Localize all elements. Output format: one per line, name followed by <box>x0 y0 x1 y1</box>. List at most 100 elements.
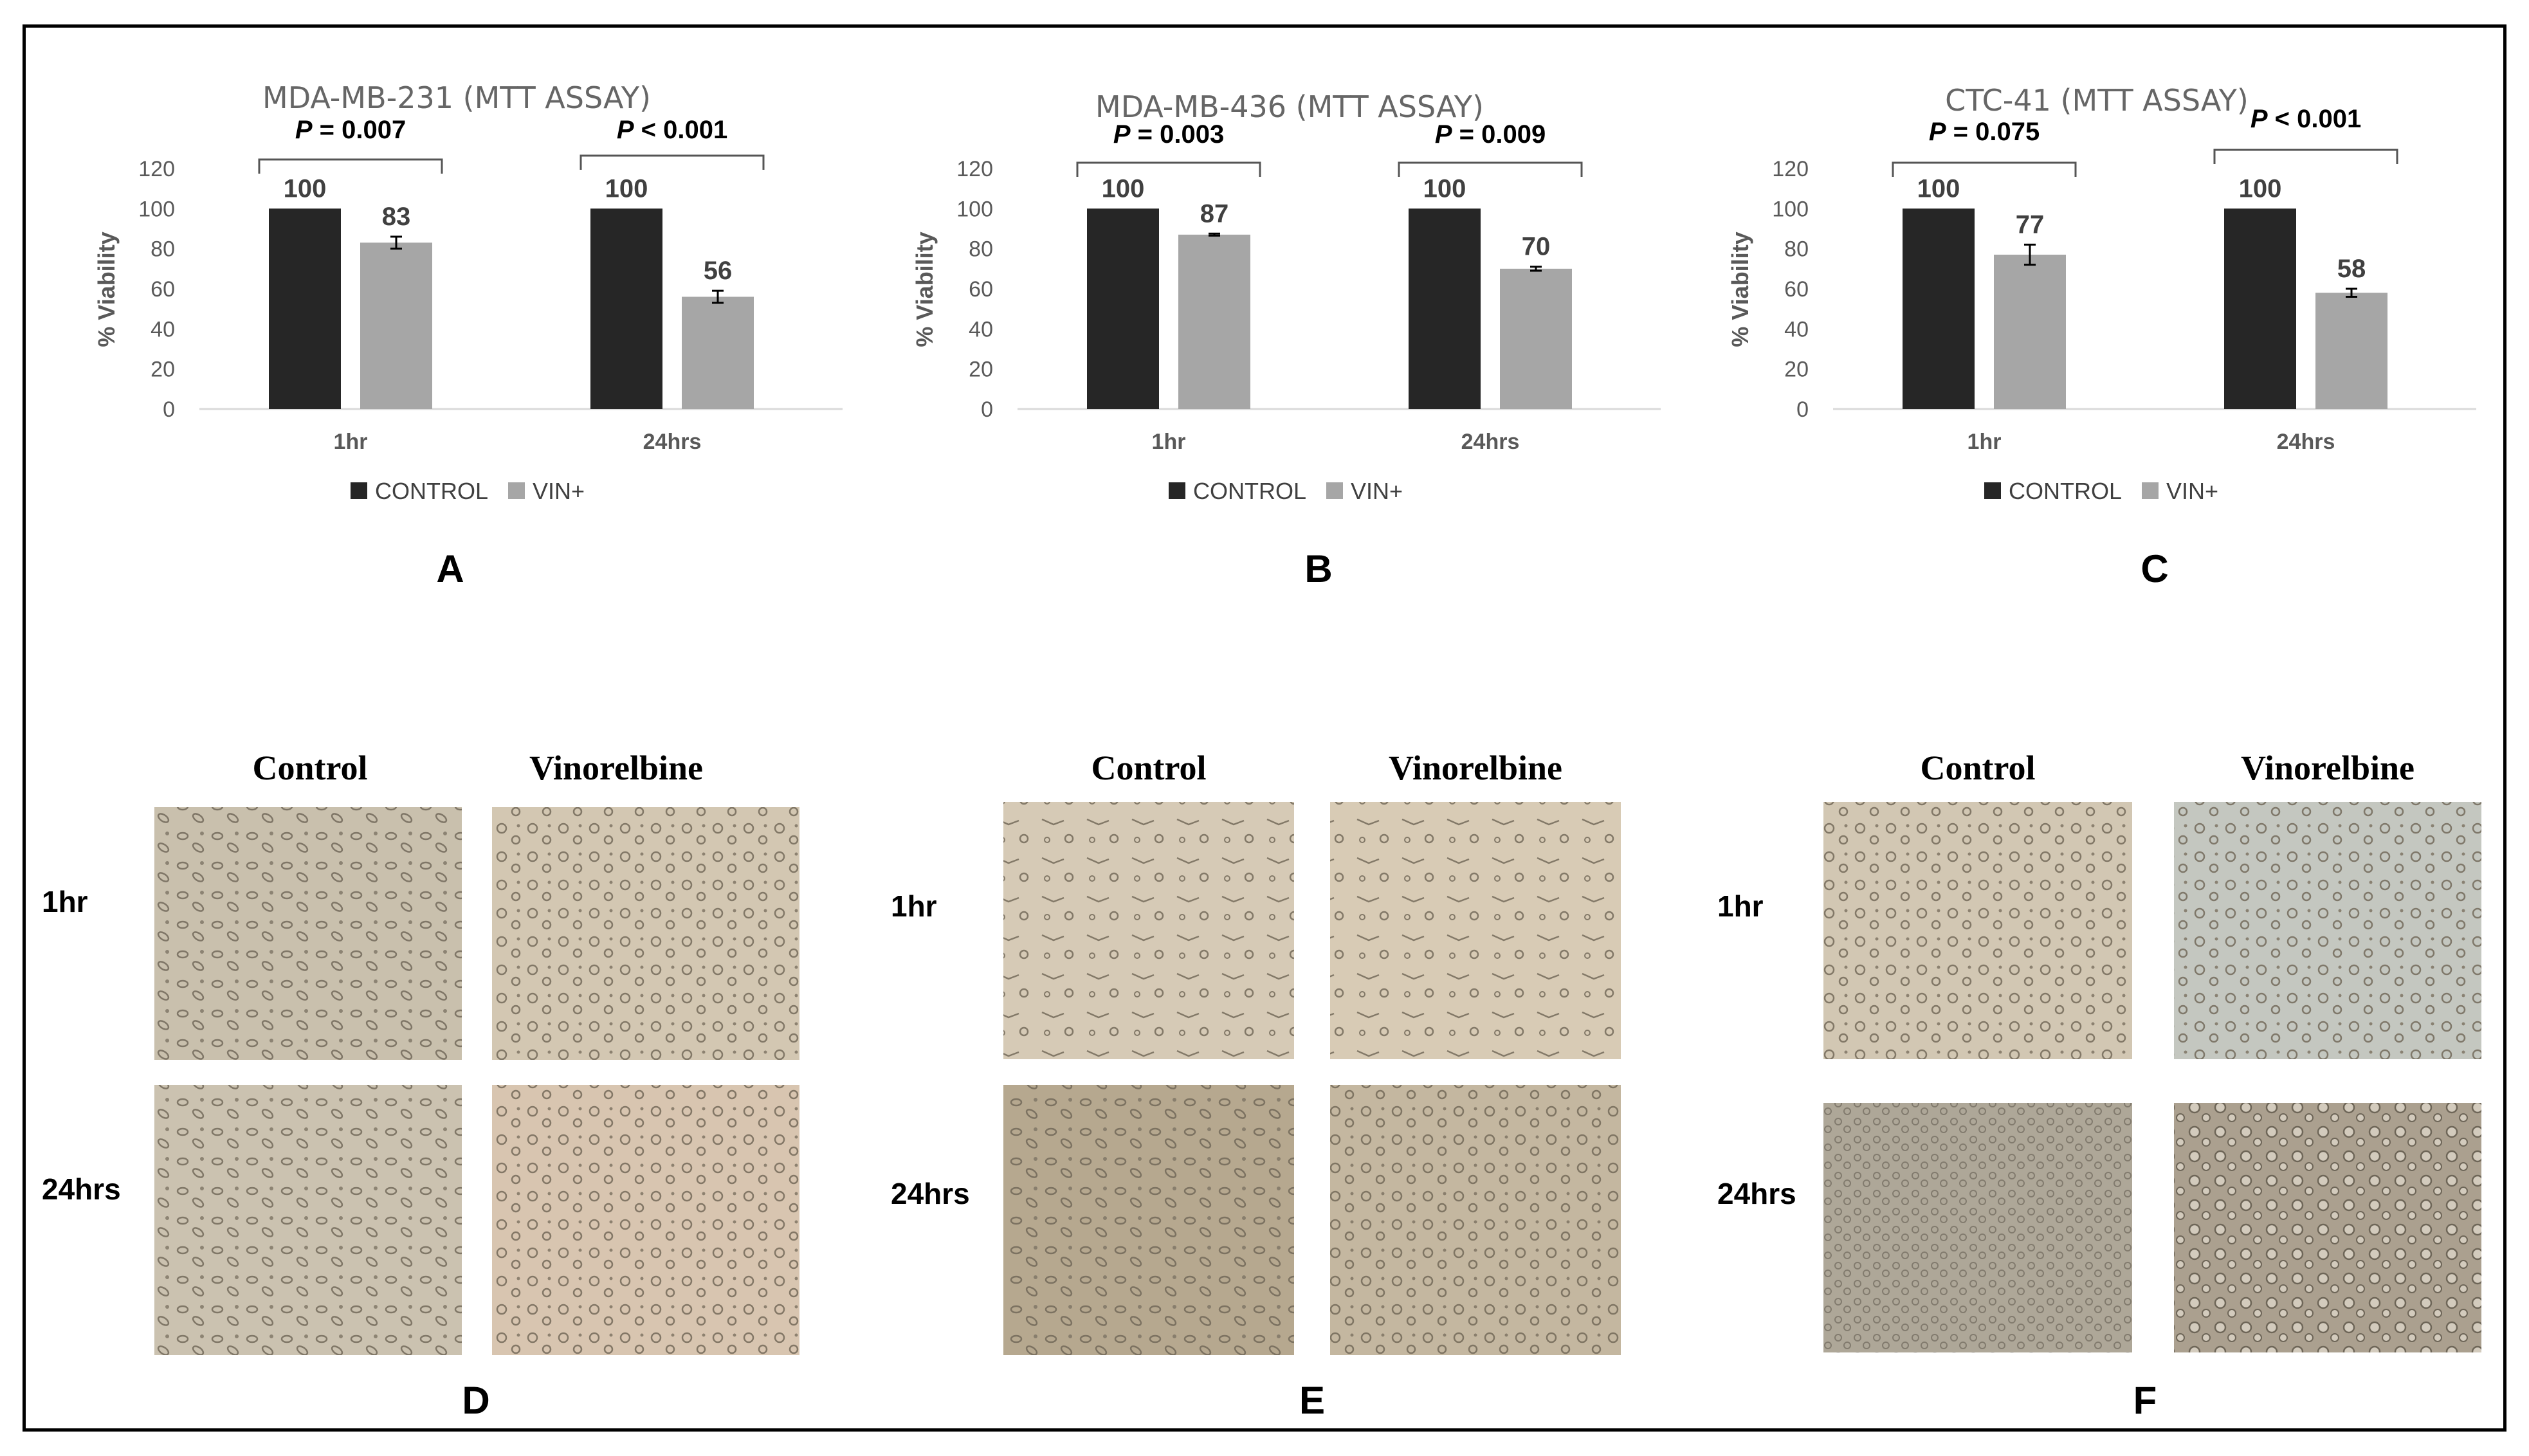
bar-control-1hr <box>269 208 341 409</box>
bar-vin-24hrs <box>682 296 754 409</box>
y-tick-label: 60 <box>969 277 993 302</box>
data-label: 100 <box>1423 174 1466 203</box>
legend-swatch-vin <box>508 482 525 499</box>
legend-label-control: CONTROL <box>2009 478 2122 504</box>
legend-swatch-control <box>1984 482 2001 499</box>
panel-letter: D <box>462 1379 489 1422</box>
chart-panel-b: MDA-MB-436 (MTT ASSAY) % Viability 0 20 40 60… <box>911 89 1661 590</box>
p-value: < 0.001 <box>634 116 728 144</box>
y-tick-label: 40 <box>1784 317 1809 341</box>
legend-swatch-vin <box>2142 482 2159 499</box>
x-tick-label: 1hr <box>1968 430 2002 454</box>
p-value: = 0.075 <box>1946 118 2040 146</box>
p-value: = 0.003 <box>1131 120 1225 149</box>
micrograph-panel-d: Control Vinorelbine 1hr 24hrs D <box>42 749 799 1422</box>
data-label: 83 <box>382 203 411 231</box>
panel-letter: F <box>2133 1379 2157 1422</box>
legend-label-control: CONTROL <box>1193 478 1306 504</box>
p-symbol: P <box>1929 118 1946 146</box>
data-label: 58 <box>2337 255 2366 283</box>
p-symbol: P <box>1435 120 1452 149</box>
y-tick-label: 120 <box>138 157 175 181</box>
p-value-label: P = 0.007 <box>295 116 406 144</box>
y-tick-label: 0 <box>1796 397 1809 422</box>
column-header: Vinorelbine <box>529 749 703 787</box>
data-label: 87 <box>1200 199 1229 228</box>
bar-vin-1hr <box>1178 234 1250 409</box>
data-label: 100 <box>1917 174 1960 203</box>
data-label: 56 <box>704 257 733 285</box>
chart-panel-c: CTC-41 (MTT ASSAY) % Viability 0 20 40 60 80 10… <box>1727 83 2476 590</box>
p-value: = 0.007 <box>313 116 406 144</box>
legend-label-vin: VIN+ <box>533 478 585 504</box>
p-value-label: P < 0.001 <box>617 116 727 144</box>
bar-control-1hr <box>1903 208 1975 409</box>
p-value: < 0.001 <box>2268 105 2362 133</box>
data-label: 77 <box>2016 210 2045 239</box>
x-tick-label: 1hr <box>1152 430 1186 454</box>
bar-control-1hr <box>1087 208 1159 409</box>
bar-vin-24hrs <box>1500 268 1572 409</box>
y-tick-label: 80 <box>969 237 993 262</box>
significance-bracket <box>1892 161 2077 177</box>
column-header: Vinorelbine <box>2241 749 2415 787</box>
bar-vin-24hrs <box>2315 293 2387 409</box>
significance-bracket <box>2213 149 2398 164</box>
y-tick-label: 60 <box>151 277 175 302</box>
y-tick-label: 60 <box>1784 277 1809 302</box>
column-header: Control <box>1920 749 2035 787</box>
micrograph-vinorelbine-1hr-cells <box>1330 802 1621 1059</box>
row-label: 1hr <box>42 885 88 918</box>
micrograph-control-24hrs-cells <box>1003 1085 1294 1355</box>
row-label: 1hr <box>891 889 937 923</box>
panel-letter: E <box>1299 1379 1325 1422</box>
data-label: 100 <box>1102 174 1145 203</box>
p-symbol: P <box>1113 120 1131 149</box>
y-tick-label: 120 <box>1772 157 1809 181</box>
bar-vin-1hr <box>1994 255 2066 409</box>
row-label: 24hrs <box>42 1172 121 1206</box>
row-label: 1hr <box>1717 889 1764 923</box>
significance-bracket <box>258 158 443 174</box>
y-tick-label: 20 <box>1784 358 1809 382</box>
legend-swatch-control <box>351 482 367 499</box>
row-label: 24hrs <box>1717 1177 1796 1210</box>
chart-title: MDA-MB-231 (MTT ASSAY) <box>262 80 651 115</box>
p-value-label: P < 0.001 <box>2251 105 2361 133</box>
p-symbol: P <box>295 116 313 144</box>
y-tick-label: 0 <box>163 397 175 422</box>
x-tick-label: 24hrs <box>643 430 702 454</box>
micrograph-vinorelbine-24hrs-cells <box>1330 1085 1621 1355</box>
y-axis-label: % Viability <box>911 232 938 347</box>
y-tick-label: 20 <box>969 358 993 382</box>
legend-swatch-control <box>1169 482 1185 499</box>
column-header: Vinorelbine <box>1389 749 1562 787</box>
data-label: 100 <box>2239 174 2282 203</box>
bar-control-24hrs <box>590 208 662 409</box>
p-value-label: P = 0.009 <box>1435 120 1546 149</box>
micrograph-control-1hr-cells <box>1003 802 1294 1059</box>
y-axis-label: % Viability <box>1727 232 1753 347</box>
y-tick-label: 80 <box>1784 237 1809 262</box>
legend-label-vin: VIN+ <box>2166 478 2218 504</box>
data-label: 100 <box>284 174 327 203</box>
y-tick-label: 40 <box>151 317 175 341</box>
data-label: 100 <box>605 174 648 203</box>
y-axis-label: % Viability <box>93 232 120 347</box>
bar-control-24hrs <box>1409 208 1481 409</box>
p-value: = 0.009 <box>1452 120 1546 149</box>
column-header: Control <box>252 749 367 787</box>
p-symbol: P <box>2251 105 2268 133</box>
bar-control-24hrs <box>2224 208 2296 409</box>
y-tick-label: 100 <box>956 197 993 221</box>
legend-label-control: CONTROL <box>375 478 488 504</box>
significance-bracket <box>1076 161 1261 177</box>
significance-bracket <box>1398 161 1583 177</box>
x-tick-label: 24hrs <box>2277 430 2335 454</box>
legend-label-vin: VIN+ <box>1351 478 1403 504</box>
micrograph-vinorelbine-1hr-cells <box>492 807 799 1060</box>
p-value-label: P = 0.003 <box>1113 120 1224 149</box>
y-tick-label: 100 <box>1772 197 1809 221</box>
p-value-label: P = 0.075 <box>1929 118 2040 146</box>
